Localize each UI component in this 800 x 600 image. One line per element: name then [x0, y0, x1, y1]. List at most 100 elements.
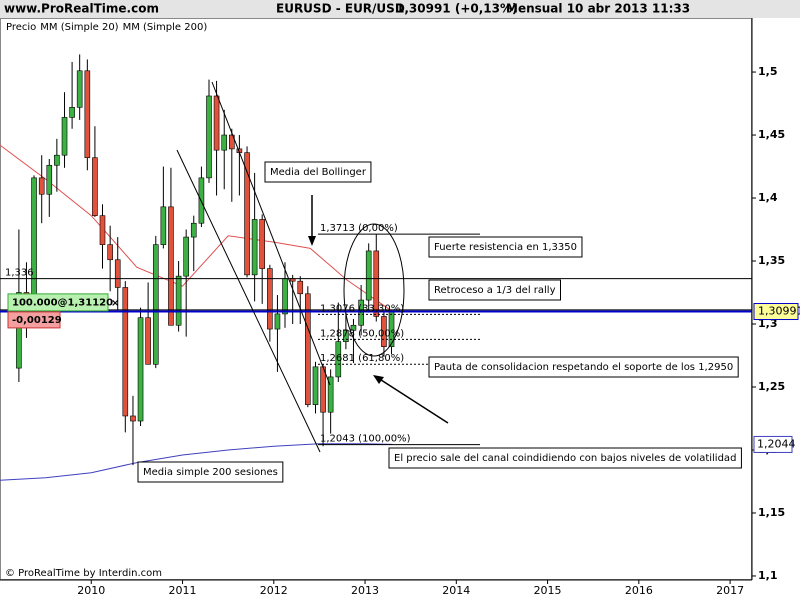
note-box — [428, 236, 583, 258]
candle-body — [373, 250, 380, 317]
period: Mensual 10 abr 2013 11:33 — [506, 2, 690, 16]
x-tick-label: 2014 — [442, 584, 470, 597]
fib-label: 1,2043 (100,00%) — [320, 434, 411, 445]
candle-body — [213, 95, 220, 151]
candle-body — [183, 236, 189, 277]
candle-body — [61, 117, 68, 156]
note: Retroceso a 1/3 del rally — [428, 279, 561, 301]
note-box — [428, 279, 561, 301]
arrow-head — [373, 375, 384, 384]
y-tick-label: 1,15 — [758, 506, 785, 519]
legend-entry: Precio — [6, 22, 36, 33]
note-box — [428, 356, 739, 378]
candle-body — [114, 259, 121, 288]
candle-body — [320, 366, 326, 413]
candle-body — [244, 152, 250, 276]
note: Media del Bollinger — [264, 161, 372, 183]
symbol: EURUSD - EUR/USD — [276, 2, 405, 16]
candle-body — [46, 164, 53, 195]
candle-body — [16, 292, 22, 369]
candle-body — [297, 280, 304, 295]
channel-line — [211, 81, 331, 386]
candle-body — [274, 313, 281, 330]
x-tick-label: 2012 — [260, 584, 288, 597]
candle-body — [251, 219, 258, 276]
legend-entry: MM (Simple 20) — [40, 22, 118, 33]
candle-body — [365, 250, 372, 301]
y-tick-label: 1,4 — [758, 191, 778, 204]
note-box — [388, 447, 742, 469]
level-label: 1,336 — [5, 268, 34, 279]
note-text: El precio sale del canal coindidiendo co… — [394, 453, 736, 464]
candle-body — [107, 244, 113, 261]
y-tick-label: 1,35 — [758, 254, 785, 267]
candle-body — [130, 415, 136, 422]
x-tick-label: 2013 — [351, 584, 379, 597]
x-tick-label: 2016 — [625, 584, 653, 597]
note-box — [264, 161, 372, 183]
candle-body — [145, 317, 151, 365]
footer: © ProRealTime by Interdin.com — [5, 568, 162, 579]
candle-body — [381, 316, 387, 347]
candle-body — [92, 157, 98, 216]
note: Fuerte resistencia en 1,3350 — [428, 236, 583, 258]
candle-body — [206, 95, 212, 179]
candle-body — [343, 330, 349, 342]
price-tag — [753, 303, 799, 321]
moving-average — [0, 443, 393, 481]
pnl-tag-label: -0,00129 — [12, 315, 62, 326]
y-tick-label: 1,5 — [758, 65, 778, 78]
note-text: Pauta de consolidacion respetando el sop… — [434, 362, 733, 373]
candle-body — [137, 317, 144, 422]
arrow — [377, 377, 449, 424]
ellipse — [343, 223, 405, 357]
note-text: Media simple 200 sesiones — [143, 467, 278, 478]
y-tick-label: 1,3 — [758, 317, 778, 330]
arrow-head — [308, 236, 316, 246]
candle-body — [221, 134, 228, 151]
note: El precio sale del canal coindidiendo co… — [388, 447, 742, 469]
x-tick-label: 2010 — [77, 584, 105, 597]
candle-body — [327, 376, 334, 413]
candle-body — [259, 219, 265, 269]
fib-label: 1,2681 (61,80%) — [320, 353, 404, 364]
header-bar — [0, 0, 800, 18]
candle-body — [38, 177, 45, 195]
candle-body — [312, 366, 319, 405]
candle-body — [168, 206, 174, 326]
note: Media simple 200 sesiones — [137, 461, 284, 483]
channel-line — [176, 149, 321, 453]
y-tick-label: 1,25 — [758, 380, 785, 393]
candle-body — [358, 299, 364, 326]
candle-body — [54, 154, 60, 166]
candle-body — [335, 341, 342, 378]
candle-body — [122, 287, 129, 417]
candle-body — [350, 324, 357, 331]
x-tick-label: 2015 — [534, 584, 562, 597]
moving-average — [0, 144, 393, 312]
x-tick-label: 2017 — [716, 584, 744, 597]
candle-body — [69, 107, 75, 118]
candle-body — [229, 134, 235, 150]
x-tick-label: 2011 — [169, 584, 197, 597]
candle-body — [160, 206, 167, 245]
candle-body — [152, 244, 159, 365]
note: Pauta de consolidacion respetando el sop… — [428, 356, 739, 378]
ma-tag-label: 1,2044 — [757, 437, 796, 450]
fib-label: 1,3713 (0,00%) — [320, 223, 398, 234]
note-box — [137, 461, 284, 483]
price-tag-label: 1,30991 — [758, 305, 800, 318]
close-order: × — [111, 298, 119, 309]
candle-body — [99, 215, 106, 245]
candle-body — [84, 70, 91, 159]
price: 1,30991 (+0,13%) — [396, 2, 518, 16]
candle-body — [267, 268, 273, 330]
ma-tag — [753, 435, 793, 453]
candle-body — [175, 275, 182, 326]
order-tag — [7, 293, 109, 312]
note-text: Fuerte resistencia en 1,3350 — [434, 242, 577, 253]
candle-body — [282, 278, 288, 315]
candle-body — [305, 293, 311, 405]
